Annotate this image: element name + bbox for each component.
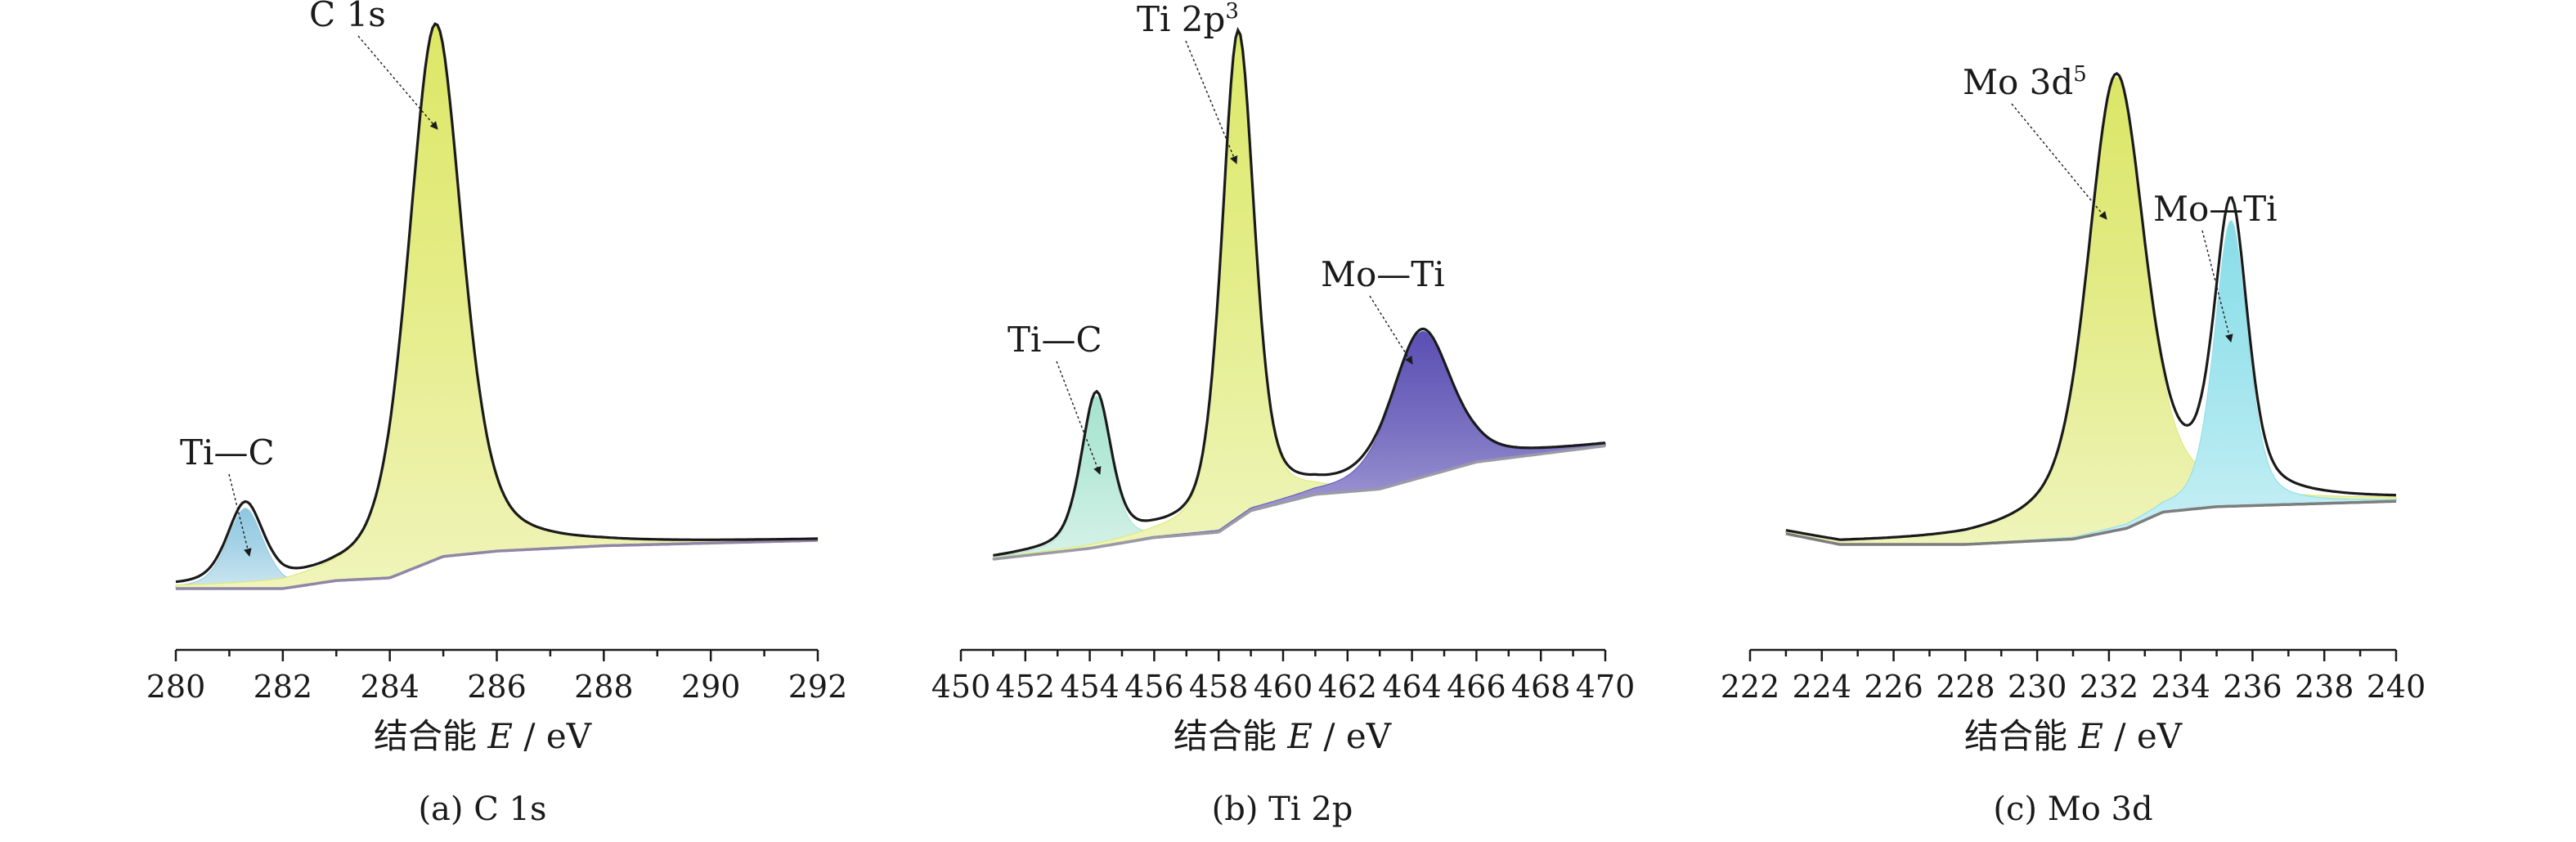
x-tick-label-mo3d-228: 228	[1936, 669, 1995, 705]
envelope-line-c1s	[175, 22, 819, 584]
x-axis-label-ti2p: 结合能 E / eV	[1174, 716, 1392, 756]
x-tick-label-ti2p-450: 450	[931, 669, 991, 705]
annotation-arrow-c1s-1	[228, 473, 252, 557]
background-line-ti2p	[993, 444, 1606, 561]
annotation-ti2p-3: Mo—Ti	[1321, 254, 1445, 294]
panel-caption-mo3d: (c) Mo 3d	[1993, 790, 2152, 828]
x-tick-label-ti2p-464: 464	[1382, 669, 1442, 705]
annotation-ti2p-2: Ti 2p3	[1137, 0, 1239, 39]
plot-area-ti2p: Ti—C Ti 2p3 Mo—Ti	[992, 0, 1606, 561]
panel-caption-c1s: (a) C 1s	[418, 790, 546, 828]
plot-area-mo3d: Mo 3d5 Mo—Ti	[1785, 62, 2397, 546]
panel-ti2p: Ti—C Ti 2p3 Mo—Ti 450 452 454 456 458 460 462 464…	[931, 0, 1636, 828]
x-tick-label-c1s-292: 292	[788, 669, 848, 705]
background-line-mo3d	[1785, 499, 2397, 546]
x-axis-label-mo3d: 结合能 E / eV	[1964, 716, 2183, 756]
envelope-line-mo3d	[1785, 71, 2397, 541]
x-tick-label-mo3d-232: 232	[2080, 669, 2139, 705]
envelope-line-ti2p	[993, 26, 1606, 557]
x-tick-label-c1s-280: 280	[146, 669, 206, 705]
x-tick-label-ti2p-468: 468	[1511, 669, 1571, 705]
x-tick-label-mo3d-236: 236	[2223, 669, 2282, 705]
x-tick-label-mo3d-226: 226	[1864, 669, 1923, 705]
x-axis-mo3d: 222 224 226 228 230 232 234 236 238 240	[1721, 648, 2426, 705]
x-tick-label-mo3d-224: 224	[1793, 669, 1852, 705]
x-tick-label-mo3d-238: 238	[2295, 669, 2354, 705]
x-axis-ti2p: 450 452 454 456 458 460 462 464 466 468 470	[931, 648, 1636, 705]
x-tick-label-ti2p-462: 462	[1318, 669, 1378, 705]
annotation-c1s-1: Ti—C	[180, 432, 275, 473]
panel-caption-ti2p: (b) Ti 2p	[1212, 790, 1353, 828]
annotation-ti2p-1: Ti—C	[1008, 320, 1102, 360]
x-tick-label-c1s-282: 282	[254, 669, 313, 705]
x-tick-label-mo3d-234: 234	[2151, 669, 2210, 705]
annotation-arrow-ti2p-1	[1056, 361, 1102, 475]
annotation-arrow-ti2p-3	[1369, 295, 1413, 365]
annotation-mo3d-1: Mo 3d5	[1963, 62, 2087, 102]
annotation-mo3d-2: Mo—Ti	[2153, 189, 2278, 229]
panel-c1s: Ti—C C 1s 280 282 284 286 288 290 292 结合能 E / e…	[146, 0, 848, 828]
annotation-arrow-mo3d-1	[2011, 103, 2107, 220]
x-tick-label-ti2p-458: 458	[1189, 669, 1249, 705]
peak-mo3d-mo-3d5	[1785, 76, 2397, 545]
x-tick-label-ti2p-466: 466	[1447, 669, 1506, 705]
x-tick-label-ti2p-456: 456	[1124, 669, 1184, 705]
x-axis-c1s: 280 282 284 286 288 290 292	[146, 648, 848, 705]
x-tick-label-mo3d-222: 222	[1721, 669, 1780, 705]
x-tick-label-ti2p-460: 460	[1254, 669, 1313, 705]
x-tick-label-ti2p-470: 470	[1576, 669, 1636, 705]
x-axis-label-c1s: 结合能 E / eV	[374, 716, 592, 756]
x-tick-label-mo3d-230: 230	[2008, 669, 2067, 705]
x-tick-label-c1s-286: 286	[467, 669, 527, 705]
x-tick-label-ti2p-454: 454	[1060, 669, 1120, 705]
annotation-c1s-2: C 1s	[309, 0, 386, 34]
peak-c1s-c-1s	[175, 24, 819, 589]
x-tick-label-ti2p-452: 452	[996, 669, 1056, 705]
x-tick-label-c1s-290: 290	[681, 669, 741, 705]
plot-area-c1s: Ti—C C 1s	[175, 0, 819, 590]
x-tick-label-c1s-288: 288	[574, 669, 634, 705]
x-tick-label-mo3d-240: 240	[2367, 669, 2426, 705]
x-tick-label-c1s-284: 284	[360, 669, 420, 705]
annotation-arrow-c1s-2	[357, 35, 438, 130]
background-line-c1s	[176, 539, 819, 590]
